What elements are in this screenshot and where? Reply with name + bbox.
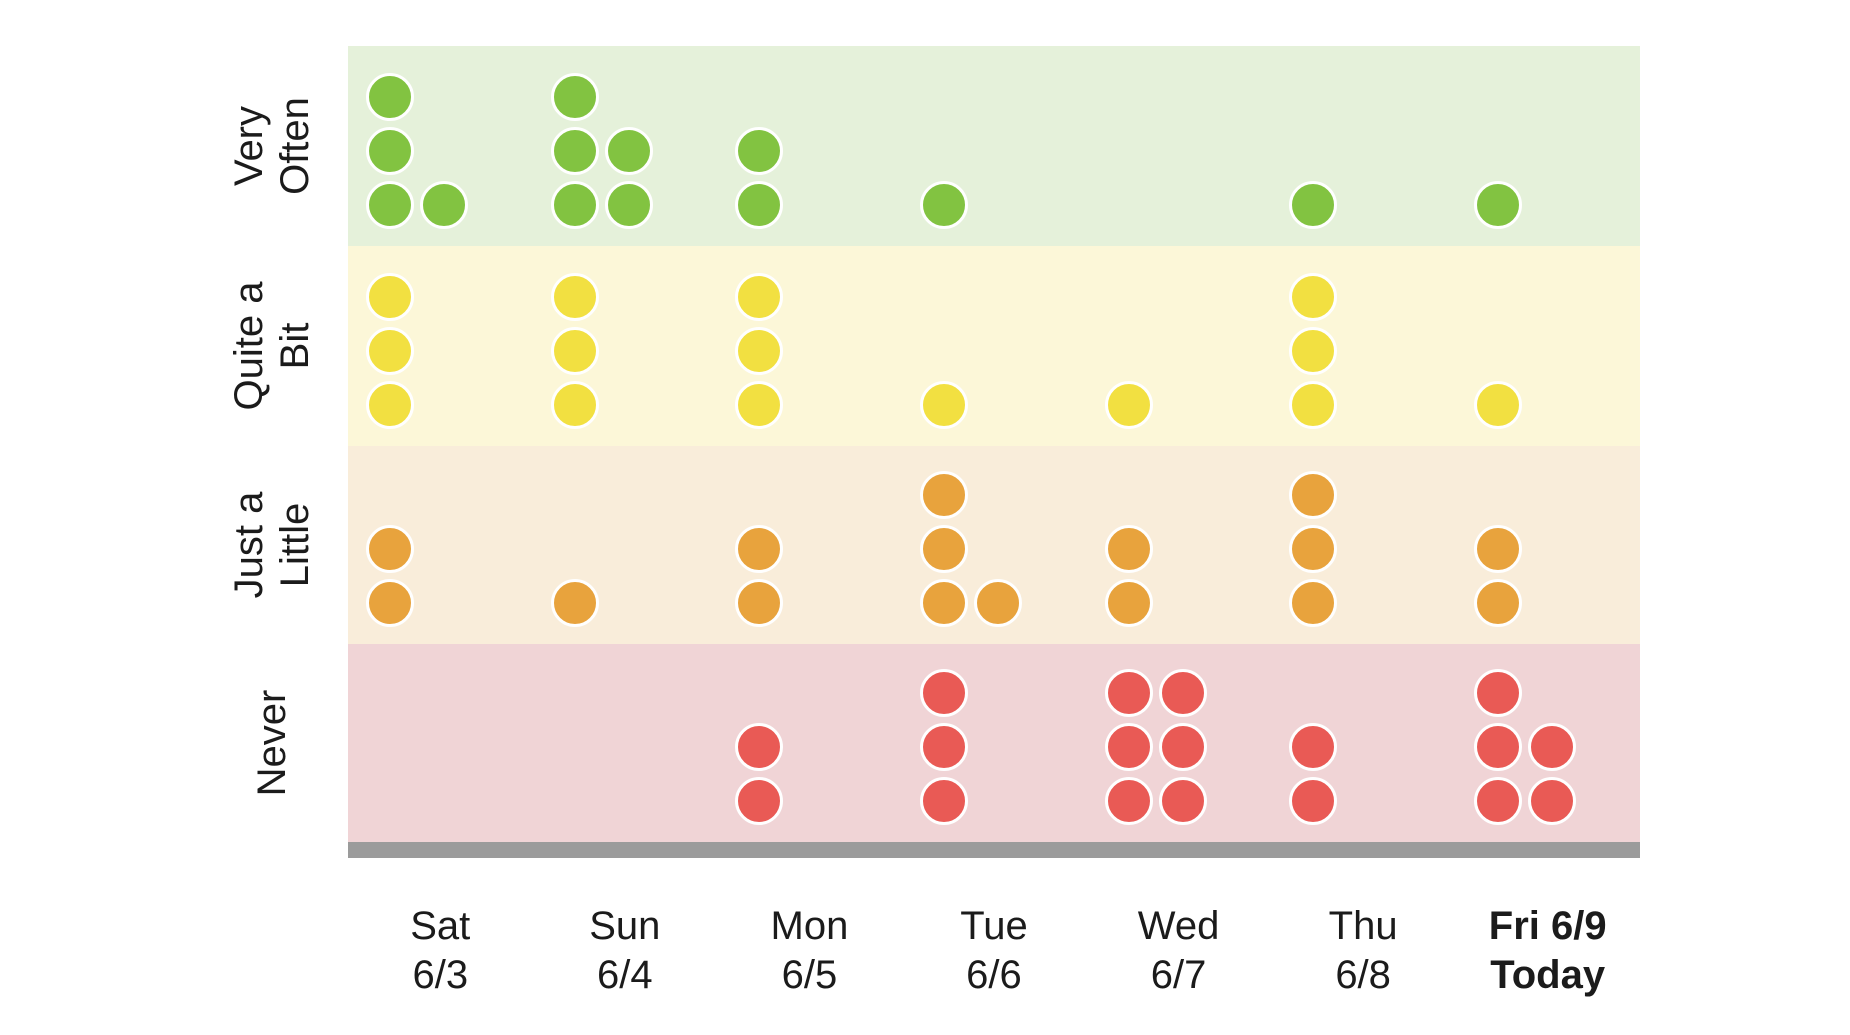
- dot-quite-a-bit-sat: [366, 381, 415, 429]
- dot-very-often-sat: [420, 181, 469, 229]
- dot-never-fri-6-9: [1473, 777, 1522, 825]
- xlabel-sun: Sun 6/4: [533, 902, 718, 1000]
- dot-just-a-little-tue: [920, 579, 968, 627]
- xlabel-date: Today: [1490, 953, 1606, 997]
- xlabel-date: 6/6: [966, 953, 1022, 997]
- dot-quite-a-bit-fri-6-9: [1473, 381, 1522, 429]
- dot-never-fri-6-9: [1473, 723, 1522, 771]
- band-quite-a-bit: [348, 246, 1640, 446]
- band-never: [348, 644, 1640, 842]
- dot-just-a-little-mon: [735, 579, 784, 627]
- dot-quite-a-bit-sun: [550, 327, 599, 375]
- dot-never-mon: [735, 777, 784, 825]
- xlabel-day: Tue: [960, 904, 1028, 948]
- xlabel-day: Wed: [1137, 904, 1220, 948]
- dot-never-thu: [1289, 777, 1338, 825]
- dot-quite-a-bit-sun: [550, 273, 599, 321]
- dot-quite-a-bit-mon: [735, 327, 784, 375]
- dot-just-a-little-fri-6-9: [1473, 579, 1522, 627]
- xlabel-date: 6/5: [781, 953, 838, 997]
- dot-very-often-sun: [550, 181, 599, 229]
- xlabel-date: 6/7: [1150, 953, 1207, 997]
- dot-very-often-mon: [735, 127, 784, 175]
- dot-very-often-sun: [550, 73, 599, 121]
- dot-never-wed: [1158, 669, 1207, 717]
- xlabel-date: 6/4: [597, 953, 653, 997]
- dot-just-a-little-fri-6-9: [1473, 525, 1522, 573]
- dot-never-mon: [735, 723, 784, 771]
- dot-just-a-little-mon: [735, 525, 784, 573]
- xlabel-day: Sat: [410, 904, 471, 948]
- dot-quite-a-bit-thu: [1289, 381, 1338, 429]
- dot-quite-a-bit-sat: [366, 273, 415, 321]
- dot-just-a-little-sat: [366, 525, 415, 573]
- dot-very-often-sun: [550, 127, 599, 175]
- xlabel-tue: Tue 6/6: [902, 902, 1087, 1000]
- dot-just-a-little-wed: [1104, 579, 1153, 627]
- dot-just-a-little-thu: [1289, 525, 1338, 573]
- dot-never-fri-6-9: [1527, 777, 1576, 825]
- dot-quite-a-bit-sun: [550, 381, 599, 429]
- dot-very-often-sun: [604, 181, 653, 229]
- dot-very-often-sun: [604, 127, 653, 175]
- dot-just-a-little-sun: [550, 579, 599, 627]
- dot-never-wed: [1104, 723, 1153, 771]
- dot-quite-a-bit-tue: [920, 381, 968, 429]
- dot-just-a-little-tue: [920, 471, 968, 519]
- dot-never-fri-6-9: [1473, 669, 1522, 717]
- dot-never-wed: [1104, 777, 1153, 825]
- dot-quite-a-bit-mon: [735, 381, 784, 429]
- xlabel-fri-6-9: Fri 6/9 Today: [1455, 902, 1640, 1000]
- dot-never-wed: [1104, 669, 1153, 717]
- xlabel-thu: Thu 6/8: [1271, 902, 1456, 1000]
- dot-never-tue: [920, 669, 968, 717]
- dot-very-often-tue: [920, 181, 968, 229]
- dot-never-thu: [1289, 723, 1338, 771]
- dot-just-a-little-tue: [920, 525, 968, 573]
- dot-quite-a-bit-thu: [1289, 273, 1338, 321]
- dot-never-fri-6-9: [1527, 723, 1576, 771]
- dot-very-often-sat: [366, 181, 415, 229]
- dot-just-a-little-sat: [366, 579, 415, 627]
- dot-just-a-little-tue: [974, 579, 1022, 627]
- dot-very-often-mon: [735, 181, 784, 229]
- ylabel-never: Never: [250, 689, 294, 797]
- xlabel-day: Sun: [589, 904, 661, 948]
- x-axis-line: [348, 842, 1640, 858]
- xlabel-day: Fri 6/9: [1488, 904, 1607, 948]
- band-very-often: [348, 46, 1640, 246]
- dot-just-a-little-thu: [1289, 579, 1338, 627]
- xlabel-day: Mon: [770, 904, 849, 948]
- dot-very-often-fri-6-9: [1473, 181, 1522, 229]
- xlabel-mon: Mon 6/5: [717, 902, 902, 1000]
- dot-very-often-sat: [366, 127, 415, 175]
- dot-just-a-little-thu: [1289, 471, 1338, 519]
- dot-never-wed: [1158, 777, 1207, 825]
- xlabel-wed: Wed 6/7: [1086, 902, 1271, 1000]
- dot-very-often-sat: [366, 73, 415, 121]
- dot-quite-a-bit-mon: [735, 273, 784, 321]
- dot-very-often-thu: [1289, 181, 1338, 229]
- dot-never-tue: [920, 723, 968, 771]
- dot-never-tue: [920, 777, 968, 825]
- xlabel-date: 6/8: [1335, 953, 1391, 997]
- xlabel-sat: Sat 6/3: [348, 902, 533, 1000]
- xlabel-day: Thu: [1328, 904, 1398, 948]
- dot-just-a-little-wed: [1104, 525, 1153, 573]
- dot-quite-a-bit-thu: [1289, 327, 1338, 375]
- dot-quite-a-bit-sat: [366, 327, 415, 375]
- dot-never-wed: [1158, 723, 1207, 771]
- xlabel-date: 6/3: [412, 953, 469, 997]
- dot-quite-a-bit-wed: [1104, 381, 1153, 429]
